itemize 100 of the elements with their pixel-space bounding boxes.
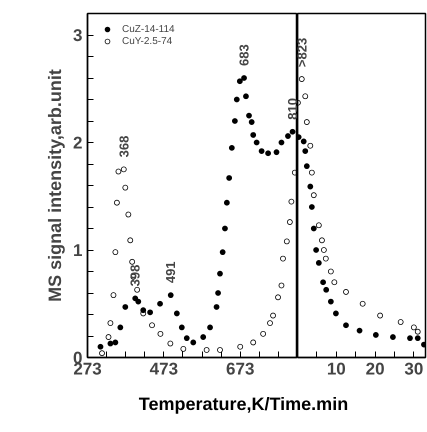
y-axis-title: MS signal intensity,arb.unit xyxy=(45,69,66,302)
point xyxy=(174,310,180,316)
annotation: 491 xyxy=(163,261,178,284)
point xyxy=(270,312,276,318)
point xyxy=(410,324,417,330)
point xyxy=(302,148,308,154)
x-tick-label: 673 xyxy=(226,360,254,378)
point xyxy=(320,279,326,286)
point xyxy=(360,300,366,307)
point xyxy=(228,144,235,151)
annotation: 368 xyxy=(116,136,132,158)
point xyxy=(215,290,221,296)
point xyxy=(274,149,280,156)
point xyxy=(149,322,155,328)
point xyxy=(200,334,206,340)
point xyxy=(288,198,294,205)
point xyxy=(246,112,252,119)
point xyxy=(407,335,413,342)
annotation: 398 xyxy=(128,264,143,286)
point xyxy=(180,346,186,352)
point xyxy=(122,304,128,310)
point xyxy=(328,298,334,304)
point xyxy=(258,148,265,154)
x-tick-label: 473 xyxy=(150,360,178,378)
point xyxy=(307,142,314,149)
point xyxy=(190,340,196,346)
point xyxy=(116,168,122,174)
y-tick-label: 2 xyxy=(73,134,83,152)
point xyxy=(222,226,228,232)
point xyxy=(243,93,249,100)
point xyxy=(302,93,308,100)
point xyxy=(127,237,134,244)
x-tick-label: 30 xyxy=(404,360,424,378)
point xyxy=(114,200,120,206)
point xyxy=(275,294,281,300)
point xyxy=(178,324,185,330)
point xyxy=(390,334,396,340)
point xyxy=(320,247,327,253)
point xyxy=(232,118,238,124)
point xyxy=(207,324,213,330)
point xyxy=(300,138,307,144)
point xyxy=(167,340,174,346)
point xyxy=(310,226,317,232)
point xyxy=(304,119,310,125)
point xyxy=(135,298,142,304)
point xyxy=(414,335,421,342)
point xyxy=(377,312,384,318)
point xyxy=(237,344,244,350)
point xyxy=(157,300,163,307)
point xyxy=(226,175,232,181)
point xyxy=(414,328,421,335)
point xyxy=(319,237,325,244)
legend-label: CuY-2.5-74 xyxy=(122,35,172,47)
point xyxy=(99,350,105,356)
annotation: 810 xyxy=(285,98,300,120)
point xyxy=(307,184,314,190)
point xyxy=(125,212,132,218)
point xyxy=(220,249,226,256)
point xyxy=(331,279,338,286)
point xyxy=(248,119,255,125)
point xyxy=(308,204,315,210)
point xyxy=(398,319,404,325)
point xyxy=(322,256,329,262)
point xyxy=(278,140,284,146)
point xyxy=(241,75,247,81)
point xyxy=(122,184,128,191)
point xyxy=(168,292,174,298)
point xyxy=(117,324,124,330)
point xyxy=(343,322,349,328)
point xyxy=(250,132,256,138)
point xyxy=(110,292,116,298)
point xyxy=(313,247,320,253)
point xyxy=(323,286,330,293)
x-tick-label: 20 xyxy=(366,360,385,378)
point xyxy=(372,332,379,338)
point xyxy=(236,78,243,84)
point xyxy=(214,304,220,310)
point xyxy=(112,249,118,256)
y-tick-label: 1 xyxy=(73,241,83,260)
point xyxy=(108,340,114,346)
y-tick-label: 3 xyxy=(73,26,83,45)
point xyxy=(254,140,260,146)
point xyxy=(184,335,190,342)
point xyxy=(316,222,322,228)
point xyxy=(285,133,291,139)
point xyxy=(108,320,114,326)
point xyxy=(278,282,284,288)
point xyxy=(217,347,223,353)
point xyxy=(224,200,230,206)
point xyxy=(316,260,322,266)
point xyxy=(267,320,273,326)
point xyxy=(286,219,293,225)
point xyxy=(290,128,296,135)
point xyxy=(343,289,349,295)
point xyxy=(129,258,136,265)
point xyxy=(250,340,256,346)
point xyxy=(284,238,290,244)
point xyxy=(120,166,127,172)
point xyxy=(217,270,223,277)
annotation: 683 xyxy=(236,44,252,66)
